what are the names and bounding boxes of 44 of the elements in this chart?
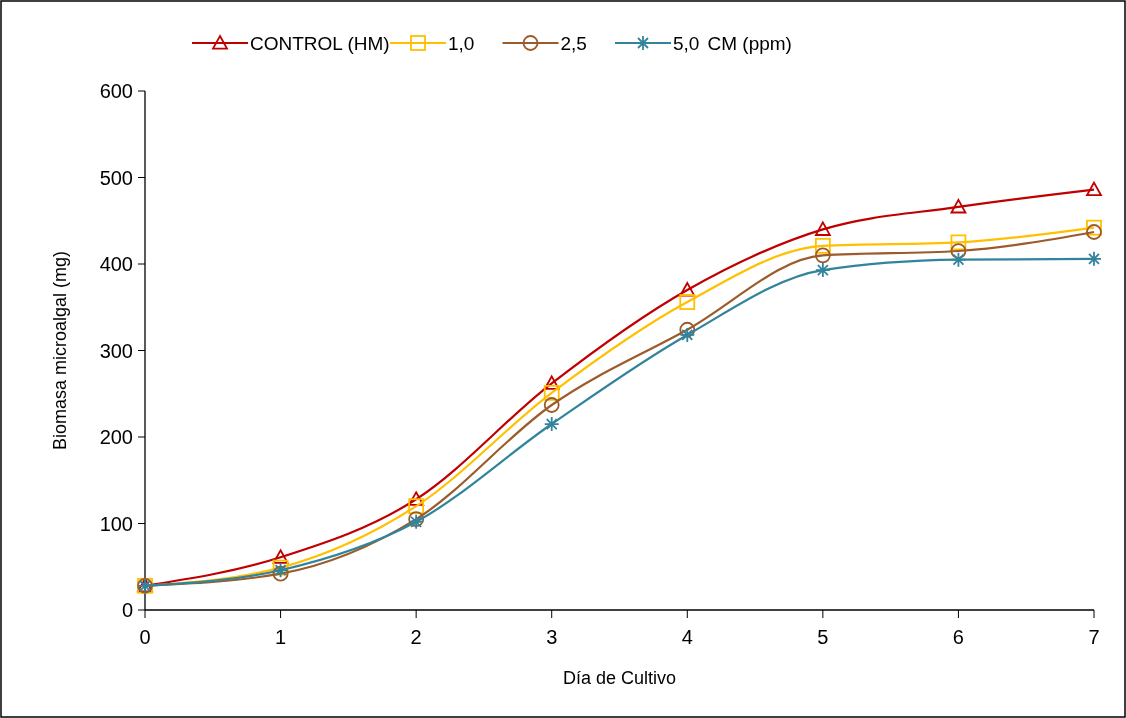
y-tick-label: 0	[121, 599, 133, 621]
point	[950, 234, 967, 251]
point	[1086, 250, 1102, 267]
point	[1086, 219, 1102, 236]
point	[950, 243, 967, 259]
point	[1086, 224, 1102, 240]
point	[543, 397, 560, 413]
x-axis-title: Día de Cultivo	[562, 668, 677, 688]
x-tick-label: 5	[817, 626, 829, 648]
x-tick-label: 7	[1088, 626, 1100, 648]
x-tick-label: 6	[952, 626, 964, 648]
x-tick-label: 3	[546, 626, 558, 648]
point	[408, 498, 425, 515]
x-tick-label: 0	[139, 626, 151, 648]
y-tick-label: 400	[99, 253, 133, 275]
point	[950, 199, 967, 214]
point	[814, 237, 831, 254]
y-tick-label: 500	[99, 166, 133, 189]
legend-label: 1,0	[448, 33, 475, 54]
y-tick-label: 200	[99, 426, 133, 448]
point	[543, 416, 560, 432]
point	[408, 491, 425, 506]
legend-label: 2,5	[560, 33, 587, 54]
point	[1086, 181, 1102, 197]
y-tick-label: 300	[99, 339, 133, 362]
point	[679, 294, 696, 310]
point	[814, 262, 831, 278]
legend-label: 5,0	[673, 33, 700, 54]
point	[543, 375, 560, 390]
point	[814, 221, 831, 236]
y-tick-label: 600	[99, 80, 133, 102]
x-tick-label: 1	[275, 626, 287, 648]
point	[679, 327, 696, 343]
legend-label: CONTROL (HM)	[250, 33, 390, 54]
legend-title: CM (ppm)	[707, 33, 792, 54]
point	[272, 549, 289, 564]
point	[543, 384, 560, 401]
x-tick-label: 2	[410, 626, 422, 648]
x-tick-label: 4	[681, 626, 693, 648]
point	[679, 321, 696, 338]
point	[814, 247, 831, 264]
y-axis-title: Biomasa microalgal (mg)	[50, 250, 70, 451]
point	[950, 251, 967, 268]
y-tick-label: 100	[99, 512, 133, 535]
